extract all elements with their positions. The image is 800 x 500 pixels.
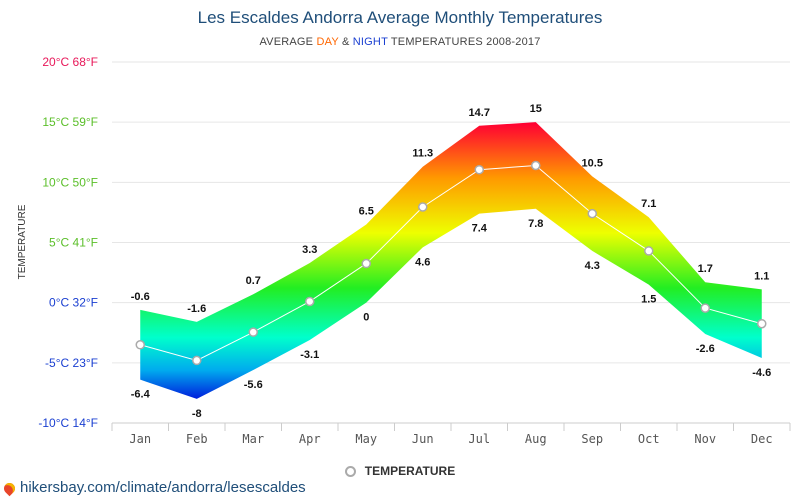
day-label-jun: 11.3 [412,148,433,160]
chart-subtitle: AVERAGE DAY & NIGHT TEMPERATURES 2008-20… [0,36,800,48]
x-tick-label: Sep [581,432,603,446]
subtitle-amp: & [341,36,350,48]
source-link-text: hikersbay.com/climate/andorra/lesescalde… [20,479,306,496]
night-label-jul: 7.4 [472,223,488,235]
x-tick-label: Oct [638,432,660,446]
x-tick-label: Jun [412,432,434,446]
average-point-jul [474,164,484,175]
day-label-mar: 0.7 [246,275,261,287]
average-point-oct [644,246,654,256]
y-tick-label: 5°C 41°F [49,236,98,250]
average-point-mar [248,327,258,337]
night-label-dec: -4.6 [752,367,771,379]
x-tick-label: Apr [299,432,321,446]
day-label-sep: 10.5 [582,157,603,169]
night-label-feb: -8 [192,408,202,420]
day-label-jan: -0.6 [131,291,150,303]
y-tick-label: 15°C 59°F [42,115,98,129]
x-tick-label: Jan [129,432,151,446]
legend-marker-icon [344,465,356,477]
night-label-apr: -3.1 [300,349,319,361]
x-tick-label: May [355,432,377,446]
day-label-aug: 15 [530,103,542,115]
night-label-oct: 1.5 [641,294,656,306]
map-pin-icon [1,480,18,497]
y-tick-label: 10°C 50°F [42,175,98,189]
average-point-jan [135,340,145,350]
subtitle-day: DAY [316,36,339,48]
night-label-jun: 4.6 [415,256,430,268]
subtitle-prefix: AVERAGE [259,36,314,48]
subtitle-night: NIGHT [352,36,388,48]
x-tick-label: Nov [694,432,716,446]
night-label-sep: 4.3 [585,260,600,272]
average-temperature-line [140,164,762,361]
temperature-range-band [140,122,762,399]
average-point-jun [418,202,428,212]
y-tick-label: -10°C 14°F [38,416,98,430]
night-label-jan: -6.4 [131,389,151,401]
average-point-dec [757,318,767,329]
day-label-oct: 7.1 [641,198,656,210]
day-label-apr: 3.3 [302,244,317,256]
y-tick-label: -5°C 23°F [45,356,98,370]
average-point-apr [305,296,315,307]
night-label-aug: 7.8 [528,218,543,230]
average-point-sep [587,208,597,219]
x-tick-label: Dec [751,432,773,446]
chart-title: Les Escaldes Andorra Average Monthly Tem… [197,8,603,27]
y-tick-label: 20°C 68°F [42,55,98,69]
chart-legend[interactable]: TEMPERATURE [0,464,800,478]
average-point-feb [192,355,202,366]
average-point-may [361,258,371,269]
source-link[interactable]: hikersbay.com/climate/andorra/lesescalde… [1,479,306,497]
legend-label: TEMPERATURE [364,464,456,478]
day-label-dec: 1.1 [754,270,769,282]
x-tick-label: Feb [186,432,208,446]
day-label-nov: 1.7 [698,263,713,275]
subtitle-suffix: TEMPERATURES 2008-2017 [390,36,541,48]
day-label-feb: -1.6 [187,303,206,315]
average-point-aug [531,160,541,171]
x-tick-label: Aug [525,432,547,446]
x-tick-label: Jul [468,432,490,446]
night-label-nov: -2.6 [696,343,715,355]
night-label-mar: -5.6 [244,379,263,391]
day-label-jul: 14.7 [469,107,490,119]
y-tick-label: 0°C 32°F [49,296,98,310]
day-label-may: 6.5 [359,205,374,217]
x-tick-label: Mar [242,432,264,446]
average-point-nov [700,303,710,313]
y-axis-title: TEMPERATURE [17,204,28,279]
night-label-may: 0 [363,312,369,324]
